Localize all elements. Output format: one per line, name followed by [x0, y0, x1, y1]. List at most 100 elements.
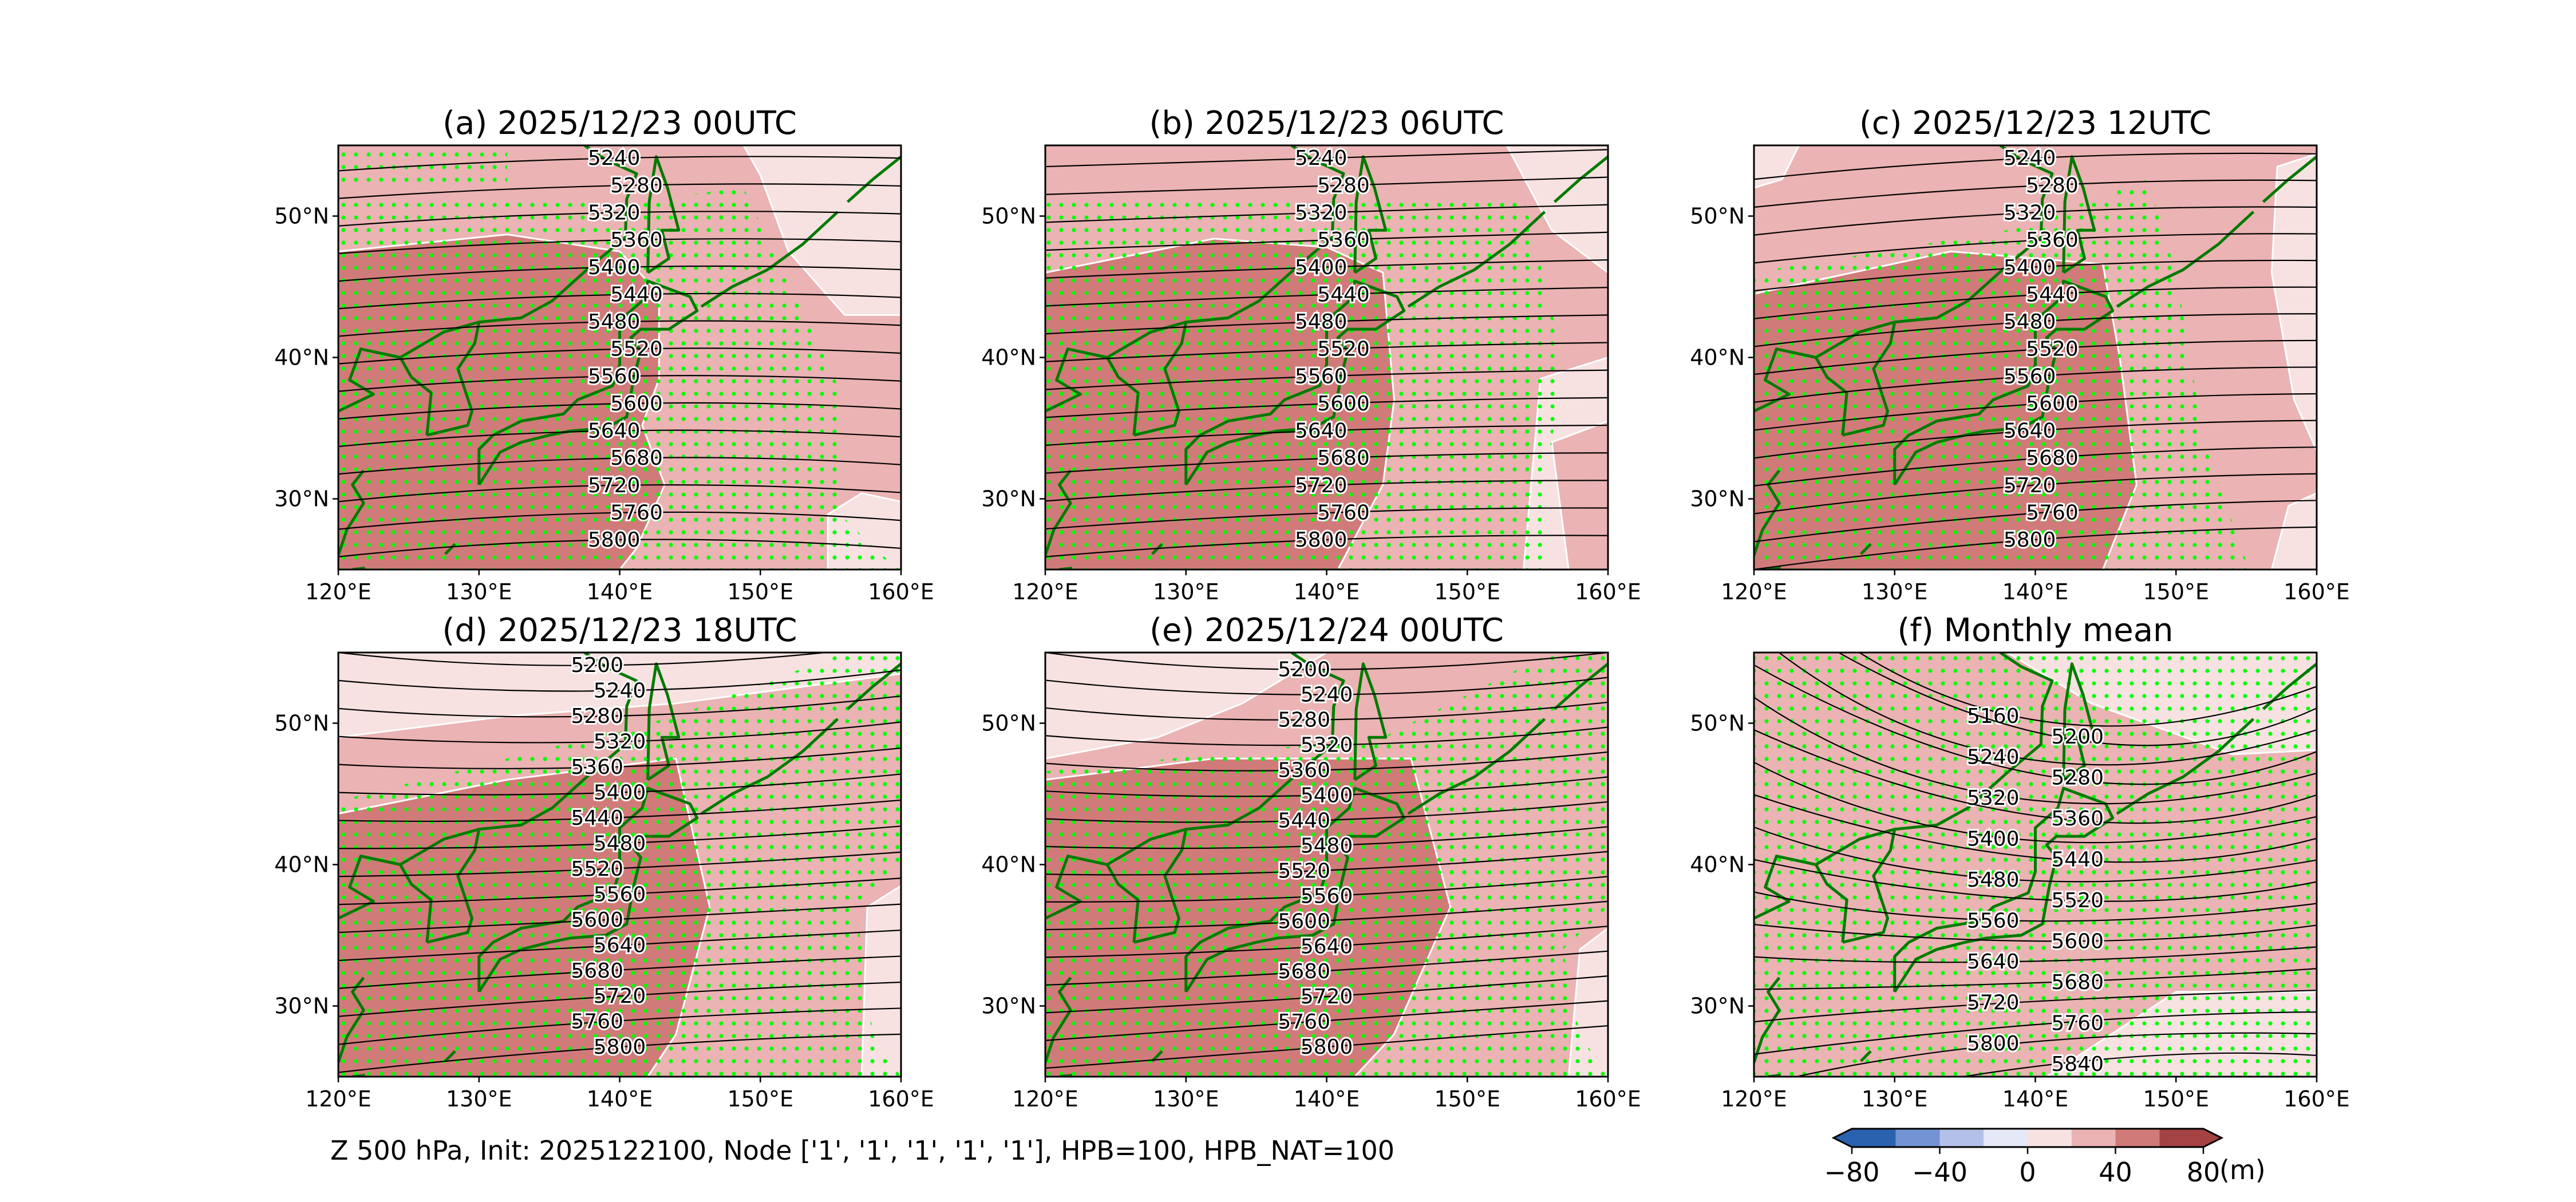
- coastline: [2062, 155, 2096, 274]
- anomaly-shading-region: [1045, 653, 1327, 760]
- colorbar-extend-high: [2159, 1129, 2222, 1147]
- lon-tick-label: 150°E: [727, 1086, 793, 1112]
- colorbar-extend-low: [1834, 1129, 1896, 1147]
- contour-label: 5800: [2004, 528, 2056, 552]
- height-contour: [338, 375, 901, 392]
- height-contour: [338, 1033, 901, 1073]
- coastline: [1894, 653, 2054, 831]
- lon-tick-label: 140°E: [1294, 1086, 1360, 1112]
- height-contour: [338, 773, 901, 796]
- contour-label: 5560: [594, 883, 646, 906]
- contour-label: 5240: [1295, 147, 1348, 170]
- coastline: [1045, 976, 1072, 1063]
- lat-tick-label: 50°N: [1690, 204, 1745, 229]
- coastline: [338, 469, 365, 556]
- coastline: [846, 155, 901, 203]
- lat-tick-label: 50°N: [274, 711, 329, 736]
- height-contour: [1045, 369, 1608, 390]
- height-contour: [338, 653, 832, 666]
- colorbar-segment: [2028, 1129, 2072, 1147]
- height-contour: [1754, 152, 2317, 180]
- contour-label: 5320: [1301, 734, 1353, 757]
- height-contour: [1754, 339, 2317, 375]
- height-contour: [1754, 827, 2317, 883]
- contour-label: 5800: [1301, 1035, 1353, 1059]
- height-contour: [338, 265, 901, 282]
- height-contour: [338, 457, 901, 475]
- height-contour: [1045, 314, 1608, 335]
- contour-label: 5680: [2026, 446, 2079, 470]
- contour-label: 5520: [1317, 338, 1370, 361]
- contour-label: 5240: [594, 679, 646, 703]
- coastline: [1893, 279, 2115, 486]
- contour-label: 5800: [1295, 528, 1348, 552]
- height-contour: [1045, 900, 1608, 931]
- lon-tick-label: 160°E: [2283, 1086, 2350, 1112]
- height-contour: [1754, 286, 2317, 319]
- contour-label: 5640: [588, 420, 641, 443]
- contour-label: 5560: [588, 365, 641, 388]
- height-contour: [338, 981, 901, 1017]
- height-contour: [1793, 1032, 2317, 1077]
- panel-title: (f) Monthly mean: [1897, 612, 2173, 649]
- height-contour: [1754, 794, 2317, 863]
- height-contour: [1754, 313, 2317, 347]
- contour-label: 5320: [2004, 201, 2056, 225]
- contour-label: 5320: [594, 730, 646, 754]
- contour-label: 5280: [1317, 174, 1370, 197]
- coastline: [1353, 662, 1388, 781]
- contour-label: 5440: [1278, 809, 1330, 832]
- coastline: [1754, 855, 1816, 920]
- anomaly-shading-region: [2270, 153, 2317, 452]
- lon-tick-label: 160°E: [2283, 579, 2350, 604]
- contour-label: 5800: [588, 528, 641, 552]
- coastline: [700, 718, 839, 815]
- height-contour: [1045, 851, 1608, 876]
- lon-tick-label: 130°E: [1153, 579, 1219, 604]
- lon-tick-label: 150°E: [2143, 1086, 2209, 1112]
- coastline: [477, 786, 699, 993]
- height-contour: [1045, 480, 1608, 502]
- coastline: [1184, 786, 1406, 993]
- height-contour: [1045, 751, 1608, 772]
- colorbar-tick-label: 80: [2187, 1157, 2221, 1188]
- height-contour: [338, 695, 901, 718]
- height-contour: [1754, 946, 2317, 963]
- contour-label: 5600: [2051, 930, 2104, 953]
- contour-label: 5480: [2004, 310, 2056, 334]
- height-contour: [338, 320, 901, 337]
- height-contour: [1045, 1025, 1608, 1069]
- lon-tick-label: 160°E: [1575, 1086, 1641, 1112]
- panels: 5240528053205360540054405480552055605600…: [274, 105, 2350, 1112]
- height-contour: [1045, 259, 1608, 279]
- colorbar-segment: [1984, 1129, 2028, 1147]
- contour-label: 5280: [2026, 174, 2079, 197]
- lat-tick-label: 40°N: [274, 852, 329, 877]
- panel-title: (e) 2025/12/24 00UTC: [1149, 612, 1504, 649]
- panel-title: (a) 2025/12/23 00UTC: [442, 105, 797, 142]
- coastline: [1045, 469, 1072, 556]
- contour-label: 5280: [1278, 709, 1330, 732]
- contour-label: 5760: [571, 1010, 623, 1034]
- height-contour: [338, 851, 901, 877]
- coastline: [1186, 145, 1345, 324]
- lat-tick-label: 50°N: [981, 204, 1036, 229]
- contour-label: 5320: [1967, 786, 2020, 810]
- lon-tick-label: 160°E: [868, 579, 934, 604]
- coastline: [1553, 662, 1608, 710]
- contour-label: 5400: [1295, 256, 1348, 279]
- contour-label: 5280: [610, 174, 663, 197]
- contour-label: 5480: [1295, 310, 1348, 334]
- lon-tick-label: 150°E: [1434, 1086, 1500, 1112]
- height-contour: [1754, 1011, 2317, 1055]
- panel-title: (c) 2025/12/23 12UTC: [1859, 105, 2211, 142]
- contour-label: 5760: [610, 501, 663, 524]
- contour-label: 5360: [1317, 228, 1370, 252]
- coastline: [1407, 718, 1546, 815]
- height-contour: [338, 156, 901, 172]
- height-contour: [1754, 446, 2317, 487]
- map-area: 5160 5200 5240 5280 5320 5360 5400 5440 5480 5520…: [1754, 653, 2317, 1077]
- height-contour: [1754, 990, 2317, 1023]
- height-contour: [338, 292, 901, 310]
- panel-title: (d) 2025/12/23 18UTC: [442, 612, 797, 649]
